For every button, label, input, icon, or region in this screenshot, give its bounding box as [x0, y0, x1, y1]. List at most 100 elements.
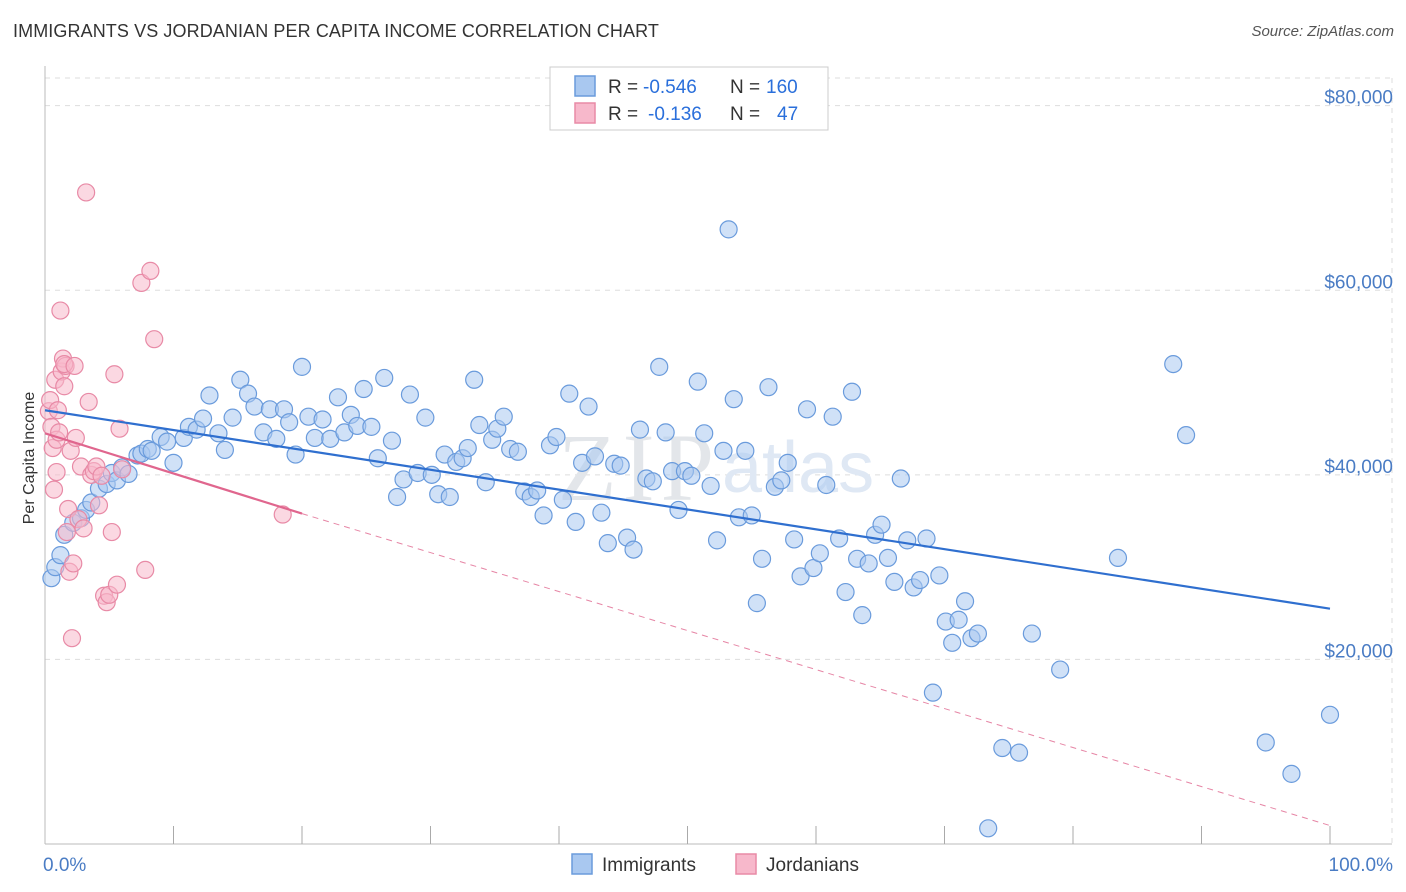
- immigrant-point: [643, 472, 662, 491]
- immigrant-point: [362, 417, 381, 436]
- immigrant-point: [923, 683, 943, 702]
- immigrant-point: [772, 471, 791, 490]
- immigrant-point: [579, 397, 598, 416]
- jordanian-point: [44, 480, 64, 499]
- immigrant-point: [215, 440, 234, 460]
- immigrant-point: [1256, 733, 1275, 752]
- immigrant-point: [872, 515, 891, 534]
- immigrant-point: [305, 428, 324, 448]
- jordanian-point: [74, 519, 93, 538]
- immigrant-point: [508, 442, 527, 461]
- legend-n-value-immigrants: 160: [766, 77, 798, 98]
- immigrants-trend-line: [44, 409, 1331, 610]
- legend-r-value-immigrants: -0.546: [643, 77, 697, 98]
- x-tick-label-max: 100.0%: [1329, 855, 1394, 876]
- immigrant-point: [598, 534, 617, 553]
- immigrant-point: [823, 407, 842, 426]
- immigrant-point: [707, 531, 727, 550]
- immigrant-point: [292, 357, 312, 376]
- immigrant-point: [534, 506, 553, 525]
- tick-labels: $20,000 $40,000 $60,000 $80,000 0.0% 100.0%: [43, 88, 1393, 876]
- immigrant-point: [440, 487, 459, 507]
- bottom-legend-label-immigrants[interactable]: Immigrants: [602, 855, 696, 876]
- immigrant-point: [157, 432, 177, 451]
- jordanians-trend-line: [44, 432, 303, 515]
- immigrant-point: [400, 385, 420, 404]
- bottom-legend-swatch-jordanians[interactable]: [735, 853, 757, 875]
- x-tick-label-min: 0.0%: [43, 855, 86, 876]
- immigrant-point: [859, 554, 878, 573]
- bottom-legend-label-jordanians[interactable]: Jordanians: [766, 855, 859, 876]
- immigrant-point: [164, 453, 183, 472]
- immigrant-point: [624, 540, 643, 559]
- immigrant-point: [267, 429, 286, 448]
- legend-r-value-jordanians: -0.136: [648, 104, 702, 125]
- immigrant-point: [736, 441, 755, 460]
- immigrant-point: [688, 372, 707, 391]
- legend-swatch-immigrants: [574, 75, 596, 97]
- immigrant-point: [656, 423, 675, 442]
- legend-r-label-immigrants: R =: [608, 77, 638, 98]
- jordanian-point: [62, 629, 82, 648]
- jordanian-point: [89, 496, 109, 515]
- immigrant-point: [1051, 660, 1070, 679]
- immigrant-point: [752, 549, 772, 568]
- immigrant-point: [701, 476, 720, 496]
- immigrant-point: [51, 546, 70, 565]
- jordanian-point: [102, 522, 121, 542]
- legend-swatch-jordanians: [574, 102, 596, 124]
- points-layer: [39, 183, 1340, 838]
- immigrant-point: [910, 570, 930, 590]
- trend-layer: [44, 409, 1331, 827]
- immigrant-point: [200, 386, 219, 405]
- immigrant-point: [1282, 764, 1301, 783]
- bottom-legend-swatch-immigrants[interactable]: [571, 853, 593, 875]
- immigrant-point: [853, 606, 872, 625]
- immigrant-point: [142, 441, 161, 460]
- immigrant-point: [231, 370, 250, 389]
- y-axis-label: Per Capita Income: [21, 392, 38, 525]
- immigrant-point: [949, 610, 968, 629]
- immigrant-point: [943, 633, 962, 652]
- immigrant-point: [885, 572, 904, 591]
- jordanian-point: [92, 466, 111, 485]
- immigrant-point: [719, 220, 738, 239]
- immigrant-point: [465, 370, 484, 389]
- immigrant-point: [494, 407, 513, 426]
- y-tick-label: $60,000: [1324, 272, 1393, 293]
- watermark-atlas: atlas: [722, 428, 874, 508]
- axes: [44, 66, 1392, 845]
- immigrant-point: [592, 503, 611, 522]
- jordanian-point: [145, 330, 164, 349]
- jordanian-point: [65, 356, 84, 376]
- immigrant-point: [328, 388, 348, 407]
- immigrant-point: [560, 384, 579, 403]
- immigrant-point: [375, 368, 394, 388]
- immigrant-point: [368, 449, 387, 468]
- jordanian-point: [112, 460, 132, 479]
- jordanian-point: [77, 183, 96, 202]
- immigrant-point: [791, 567, 810, 586]
- immigrant-point: [785, 530, 804, 549]
- immigrant-point: [1164, 354, 1183, 374]
- y-tick-label: $40,000: [1324, 457, 1393, 478]
- immigrant-point: [797, 400, 817, 419]
- immigrant-point: [1009, 743, 1029, 762]
- immigrant-point: [566, 512, 585, 532]
- immigrant-point: [458, 438, 477, 458]
- jordanian-point: [110, 419, 129, 438]
- immigrant-point: [193, 409, 213, 428]
- immigrant-point: [714, 441, 733, 460]
- legend-n-label-immigrants: N =: [730, 77, 760, 98]
- legend-n-value-jordanians: 47: [777, 104, 798, 125]
- immigrant-point: [817, 475, 836, 495]
- jordanian-point: [64, 554, 83, 573]
- chart-source: Source: ZipAtlas.com: [1251, 23, 1394, 40]
- immigrant-point: [891, 469, 910, 488]
- immigrant-point: [993, 738, 1012, 758]
- series-legend: Immigrants Jordanians: [571, 853, 859, 876]
- legend-n-label-jordanians: N =: [730, 104, 760, 125]
- jordanian-point: [273, 505, 292, 524]
- jordanian-point: [105, 365, 124, 384]
